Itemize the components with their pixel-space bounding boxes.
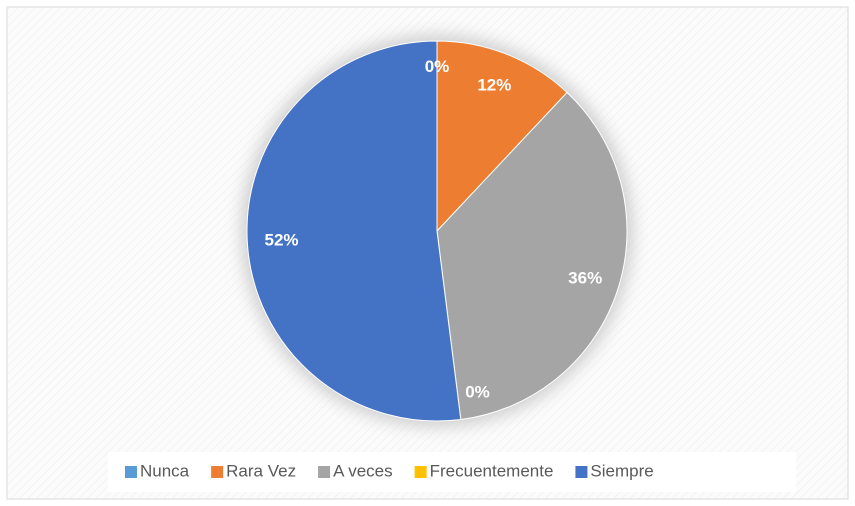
pie-slice — [436, 91, 628, 421]
legend-swatch — [414, 466, 427, 478]
data-label: 0% — [465, 383, 490, 402]
legend-swatch — [575, 466, 588, 478]
data-label: 0% — [425, 57, 450, 76]
legend-label: Rara Vez — [226, 461, 296, 480]
legend-label: Frecuentemente — [430, 461, 554, 480]
data-label: 36% — [568, 269, 602, 288]
legend-label: Nunca — [140, 461, 190, 480]
legend-swatch — [211, 466, 224, 478]
pie-slice — [436, 40, 568, 233]
legend-swatch — [125, 466, 137, 478]
legend-swatch — [318, 466, 331, 478]
legend-label: A veces — [333, 461, 393, 480]
data-label: 12% — [477, 76, 511, 95]
pie-slice — [246, 40, 462, 422]
data-label: 52% — [264, 230, 298, 249]
pie: 0% 12% 36% 0% 52% — [246, 40, 628, 422]
legend-label: Siempre — [590, 461, 653, 480]
legend: Nunca Rara Vez A veces Frecuentemente Siempr… — [125, 461, 654, 480]
